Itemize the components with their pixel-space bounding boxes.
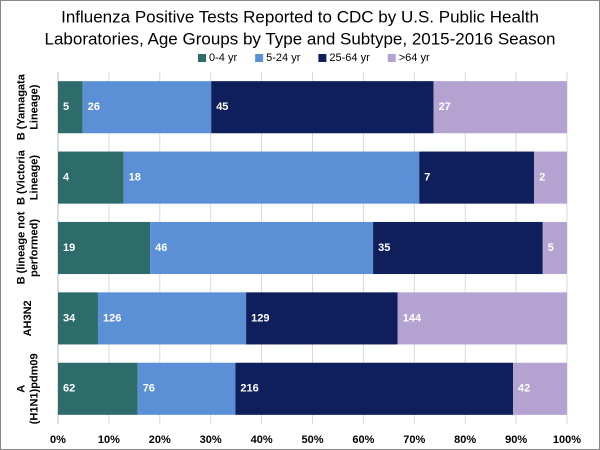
- bar-segment: [82, 81, 212, 134]
- data-label: 5: [63, 101, 69, 113]
- data-label: 5: [548, 242, 554, 254]
- data-label: 27: [439, 101, 451, 113]
- data-label: 126: [103, 312, 121, 324]
- x-tick-label: 0%: [50, 434, 66, 446]
- x-tick-label: 100%: [553, 434, 581, 446]
- category-label: B (lineage not performed): [15, 211, 40, 284]
- data-label: 18: [129, 172, 141, 184]
- bar-segment: [58, 81, 83, 134]
- data-label: 144: [403, 312, 422, 324]
- bar-segment: [235, 362, 514, 415]
- legend-swatch: [318, 54, 327, 62]
- chart-title: Influenza Positive Tests Reported to CDC…: [61, 7, 539, 26]
- bar-segment: [373, 221, 543, 275]
- bar-segment: [58, 362, 138, 415]
- x-tick-label: 60%: [352, 434, 374, 446]
- y-tick-label: AH3N2: [22, 300, 34, 336]
- x-tick-label: 20%: [149, 434, 171, 446]
- data-label: 42: [518, 383, 530, 395]
- data-label: 34: [63, 312, 76, 324]
- bar-segment: [513, 362, 567, 415]
- data-label: 19: [63, 242, 75, 254]
- legend-label: 5-24 yr: [266, 52, 301, 64]
- legend-swatch: [387, 54, 396, 62]
- category-label: AH3N2: [22, 300, 34, 336]
- legend-swatch: [255, 54, 264, 62]
- category-label: B (Yamagata Lineage): [15, 73, 40, 140]
- bar-segment: [137, 362, 236, 415]
- data-label: 129: [251, 312, 269, 324]
- y-tick-label: B (Yamagata: [15, 73, 27, 140]
- y-tick-label: Lineage): [28, 155, 40, 201]
- x-tick-label: 40%: [251, 434, 273, 446]
- data-label: 7: [424, 172, 430, 184]
- x-tick-label: 50%: [301, 434, 323, 446]
- chart-title: Laboratories, Age Groups by Type and Sub…: [45, 29, 556, 48]
- x-tick-label: 90%: [505, 434, 527, 446]
- data-label: 2: [539, 172, 545, 184]
- legend-label: 25-64 yr: [329, 52, 370, 64]
- x-tick-label: 80%: [454, 434, 476, 446]
- bar-segment: [58, 151, 124, 204]
- bar-segment: [419, 151, 535, 204]
- bar-segment: [246, 292, 398, 345]
- data-label: 26: [88, 101, 100, 113]
- data-label: 62: [63, 383, 75, 395]
- bar-segment: [58, 292, 98, 345]
- x-tick-label: 30%: [200, 434, 222, 446]
- y-tick-label: Lineage): [28, 84, 40, 130]
- x-tick-label: 70%: [403, 434, 425, 446]
- bar-segment: [397, 292, 567, 345]
- bar-segment: [58, 221, 151, 275]
- y-tick-label: B (lineage not: [15, 211, 27, 284]
- bar-segment: [542, 221, 567, 275]
- bar-segment: [150, 221, 374, 275]
- data-label: 46: [155, 242, 167, 254]
- y-tick-label: (H1N1)pdm09: [28, 353, 40, 424]
- bar-segment: [123, 151, 420, 204]
- category-label: A (H1N1)pdm09: [15, 353, 40, 424]
- data-label: 76: [143, 383, 155, 395]
- bar-segment: [433, 81, 567, 134]
- data-label: 4: [63, 172, 70, 184]
- data-label: 45: [216, 101, 228, 113]
- bar-segment: [534, 151, 567, 204]
- data-label: 35: [378, 242, 390, 254]
- y-tick-label: performed): [28, 219, 40, 277]
- legend-label: 0-4 yr: [209, 52, 237, 64]
- x-tick-label: 10%: [98, 434, 120, 446]
- bar-segment: [97, 292, 247, 345]
- legend-label: >64 yr: [399, 52, 430, 64]
- legend-swatch: [198, 54, 206, 62]
- bar-segment: [211, 81, 434, 134]
- category-label: B (Victoria Lineage): [15, 149, 40, 205]
- y-tick-label: A: [15, 385, 27, 393]
- y-tick-label: B (Victoria: [15, 149, 27, 205]
- data-label: 216: [240, 383, 258, 395]
